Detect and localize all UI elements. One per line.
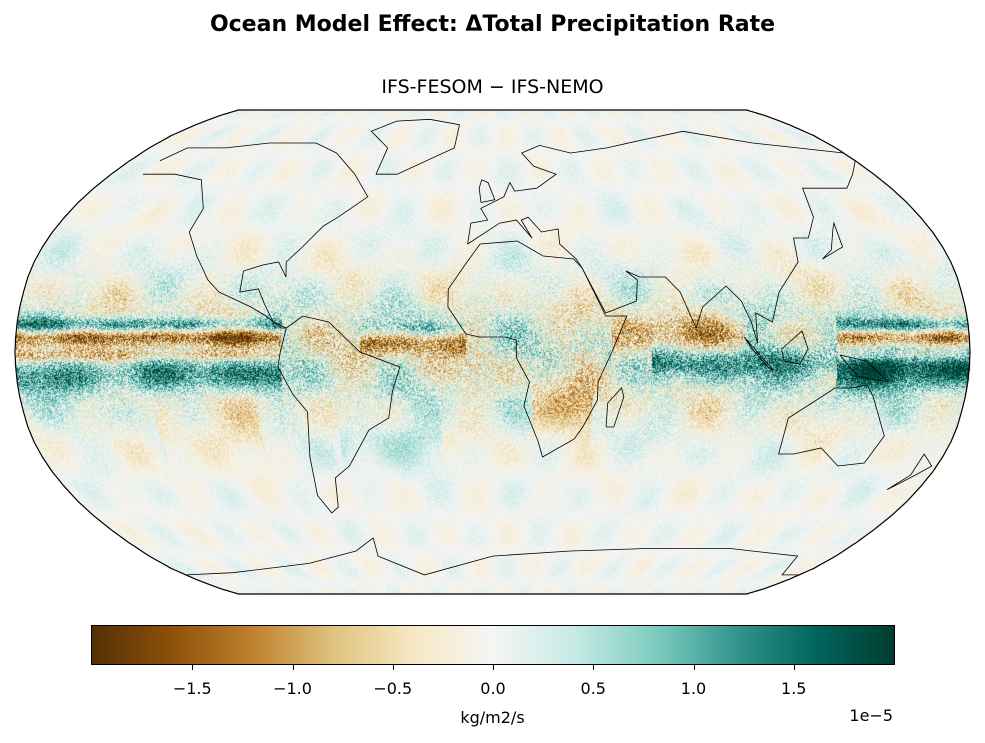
coastline — [781, 330, 809, 365]
figure-title: Ocean Model Effect: ΔTotal Precipitation… — [209, 12, 776, 37]
colorbar-tick-label: 1.0 — [680, 679, 707, 698]
coastline — [277, 315, 401, 514]
colorbar-label: kg/m2/s — [460, 708, 525, 727]
coastline — [822, 221, 844, 260]
colorbar-tick — [693, 664, 695, 670]
coastline — [839, 354, 890, 383]
coastline — [886, 453, 933, 491]
colorbar-tick — [192, 664, 194, 670]
coastline — [447, 240, 628, 458]
coastline — [467, 130, 856, 344]
coastline — [478, 179, 496, 203]
coastline — [370, 118, 460, 175]
colorbar-tick-label: 1.5 — [781, 679, 807, 698]
colorbar-tick — [392, 664, 394, 670]
colorbar-tick — [793, 664, 795, 670]
map-subtitle: IFS-FESOM − IFS-NEMO — [381, 76, 604, 98]
colorbar-tick — [593, 664, 595, 670]
colorbar-tick — [292, 664, 294, 670]
coastline — [142, 142, 369, 329]
colorbar-tick — [493, 664, 494, 670]
coastline — [743, 336, 774, 371]
colorbar-tick-label: −1.5 — [172, 679, 212, 698]
colorbar-scale-label: 1e−5 — [849, 706, 893, 725]
colorbar-tick-label: 0.0 — [480, 679, 506, 698]
colorbar-tick-label: −1.0 — [273, 679, 312, 698]
coastline — [778, 384, 885, 467]
colorbar-tick-label: −0.5 — [373, 679, 413, 698]
coastline — [605, 387, 625, 428]
coastlines — [142, 118, 933, 576]
coastline — [185, 537, 800, 576]
colorbar — [91, 625, 895, 665]
map-boundary — [14, 109, 971, 595]
colorbar-tick-label: 0.5 — [580, 679, 606, 698]
